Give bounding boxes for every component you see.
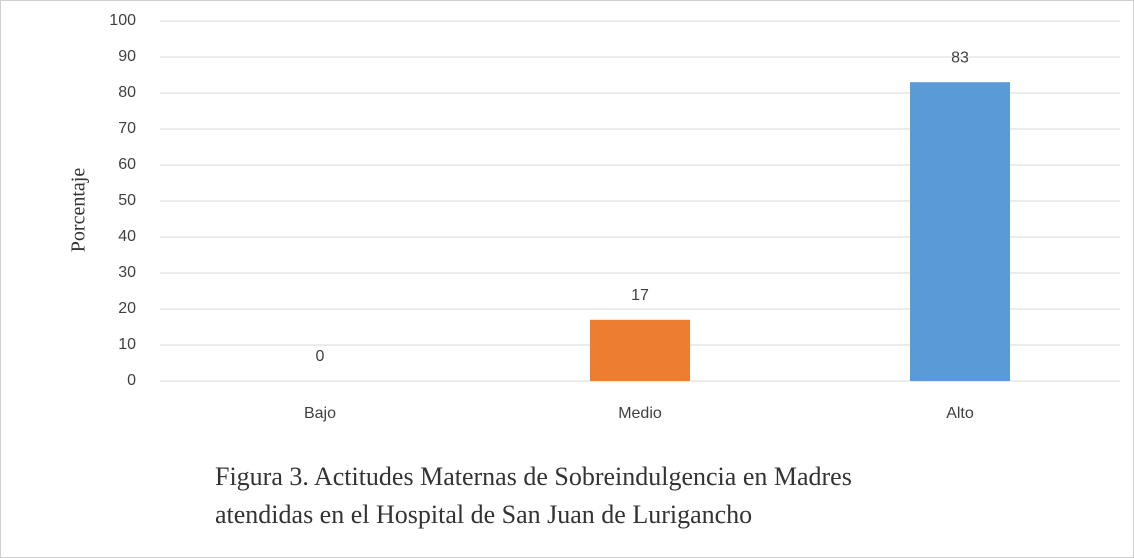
y-tick-label: 50 [118,192,136,209]
y-tick-label: 100 [109,12,136,29]
x-tick-label: Alto [946,405,974,422]
y-axis-label: Porcentaje [68,168,90,253]
y-tick-label: 20 [118,300,136,317]
y-tick-label: 60 [118,156,136,173]
y-tick-label: 30 [118,264,136,281]
bar [590,319,690,381]
data-label: 0 [316,348,325,365]
x-tick-label: Bajo [304,405,336,422]
y-tick-label: 80 [118,84,136,101]
data-label: 17 [631,287,649,304]
caption-line: atendidas en el Hospital de San Juan de … [215,500,752,529]
y-tick-label: 90 [118,48,136,65]
data-label: 83 [951,49,969,66]
y-tick-label: 0 [127,372,136,389]
x-tick-label: Medio [618,405,662,422]
y-tick-label: 70 [118,120,136,137]
caption-line: Figura 3. Actitudes Maternas de Sobreind… [215,462,852,491]
y-tick-label: 40 [118,228,136,245]
bar [910,82,1010,381]
y-tick-label: 10 [118,336,136,353]
